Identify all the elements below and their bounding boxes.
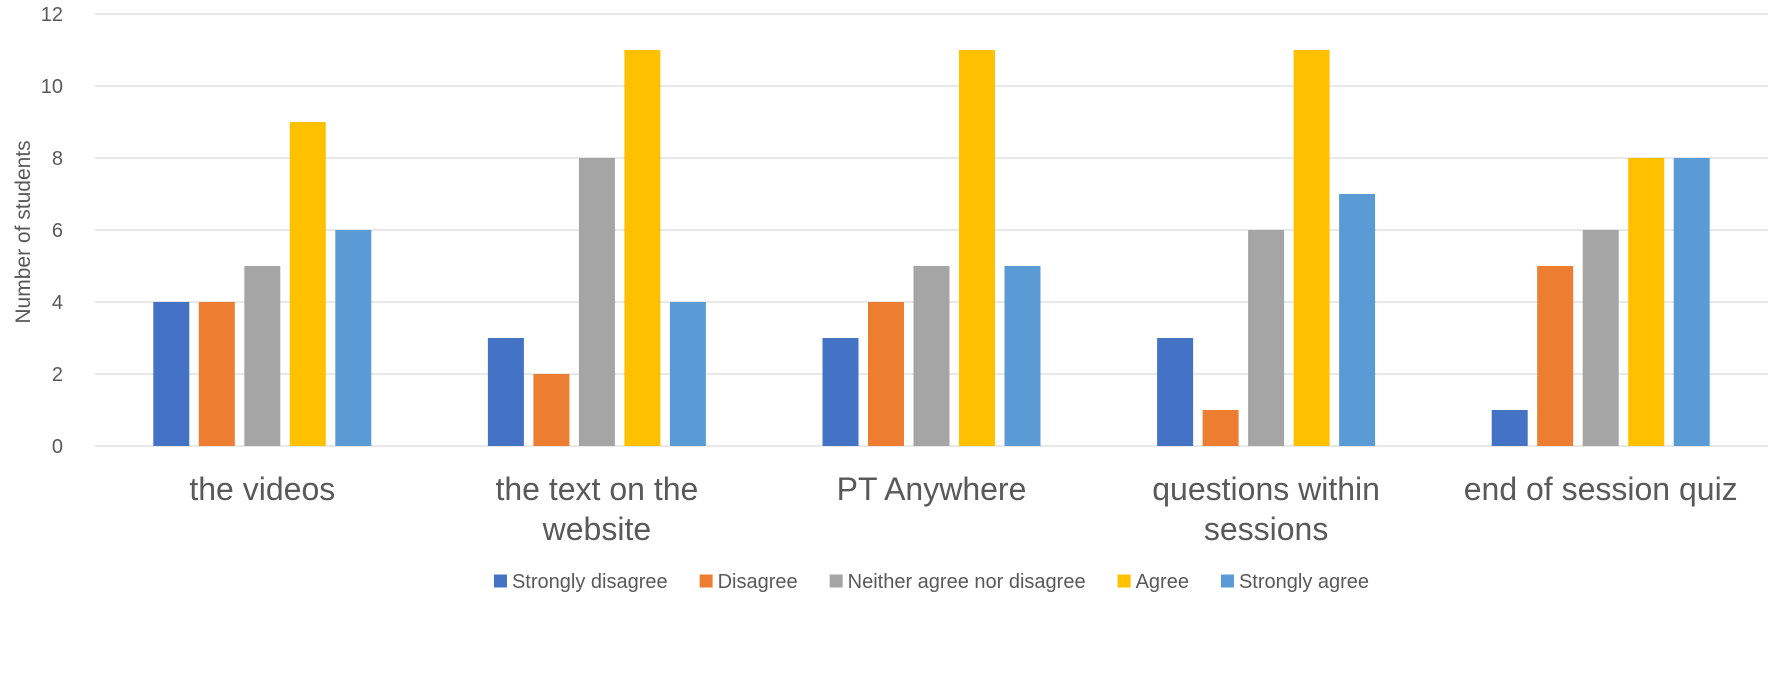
bars bbox=[153, 50, 1710, 446]
bar-strongly-agree-0 bbox=[335, 230, 372, 446]
bar-neither-agree-nor-disagree-1 bbox=[578, 158, 615, 446]
bar-disagree-1 bbox=[533, 374, 570, 446]
x-category-label: the text on the bbox=[495, 471, 698, 507]
x-axis-category-labels: the videos the text on the website PT Anywh… bbox=[189, 471, 1737, 547]
legend-label-neither-agree-nor-disagree: Neither agree nor disagree bbox=[848, 571, 1086, 593]
legend-swatch-strongly-disagree bbox=[493, 574, 507, 588]
bar-neither-agree-nor-disagree-2 bbox=[913, 266, 950, 446]
x-category-label: sessions bbox=[1204, 511, 1329, 547]
bar-agree-0 bbox=[289, 122, 326, 446]
legend-label-disagree: Disagree bbox=[718, 571, 798, 593]
legend: Strongly disagree Disagree Neither agree n… bbox=[493, 571, 1369, 593]
legend-label-agree: Agree bbox=[1136, 571, 1189, 593]
x-category-label: PT Anywhere bbox=[837, 471, 1027, 507]
legend-swatch-disagree bbox=[699, 574, 713, 588]
y-tick-label: 10 bbox=[41, 76, 63, 98]
bar-agree-1 bbox=[624, 50, 661, 446]
bar-neither-agree-nor-disagree-3 bbox=[1248, 230, 1285, 446]
bar-agree-2 bbox=[959, 50, 995, 446]
y-axis-tick-labels: 0 2 4 6 8 10 12 bbox=[41, 4, 63, 458]
y-tick-label: 8 bbox=[52, 148, 63, 170]
legend-swatch-strongly-agree bbox=[1220, 574, 1234, 588]
bar-strongly-disagree-0 bbox=[153, 302, 190, 446]
bar-disagree-3 bbox=[1202, 410, 1239, 446]
y-axis-title: Number of students bbox=[12, 140, 35, 323]
bar-strongly-agree-3 bbox=[1339, 194, 1376, 446]
bar-agree-3 bbox=[1293, 50, 1330, 446]
legend-swatch-agree bbox=[1117, 574, 1131, 588]
x-category-label: questions within bbox=[1152, 471, 1380, 507]
bar-strongly-disagree-4 bbox=[1491, 410, 1528, 446]
bar-disagree-2 bbox=[868, 302, 904, 446]
bar-neither-agree-nor-disagree-0 bbox=[244, 266, 281, 446]
x-category-label: the videos bbox=[189, 471, 335, 507]
x-category-label: website bbox=[542, 511, 652, 547]
bar-strongly-agree-4 bbox=[1673, 158, 1710, 446]
y-tick-label: 0 bbox=[52, 436, 63, 458]
legend-swatch-neither-agree-nor-disagree bbox=[829, 574, 843, 588]
bar-disagree-0 bbox=[198, 302, 235, 446]
bar-strongly-agree-2 bbox=[1004, 266, 1041, 446]
bar-strongly-disagree-3 bbox=[1157, 338, 1194, 446]
y-tick-label: 6 bbox=[52, 220, 63, 242]
bar-disagree-4 bbox=[1537, 266, 1574, 446]
x-category-label: end of session quiz bbox=[1464, 471, 1738, 507]
y-tick-label: 4 bbox=[52, 292, 63, 314]
legend-label-strongly-disagree: Strongly disagree bbox=[512, 571, 668, 593]
bar-strongly-disagree-2 bbox=[822, 338, 859, 446]
y-tick-label: 12 bbox=[41, 4, 63, 26]
bar-neither-agree-nor-disagree-4 bbox=[1582, 230, 1619, 446]
bar-strongly-agree-1 bbox=[669, 302, 706, 446]
bar-strongly-disagree-1 bbox=[487, 338, 524, 446]
bar-agree-4 bbox=[1628, 158, 1665, 446]
y-tick-label: 2 bbox=[52, 364, 63, 386]
legend-label-strongly-agree: Strongly agree bbox=[1239, 571, 1369, 593]
